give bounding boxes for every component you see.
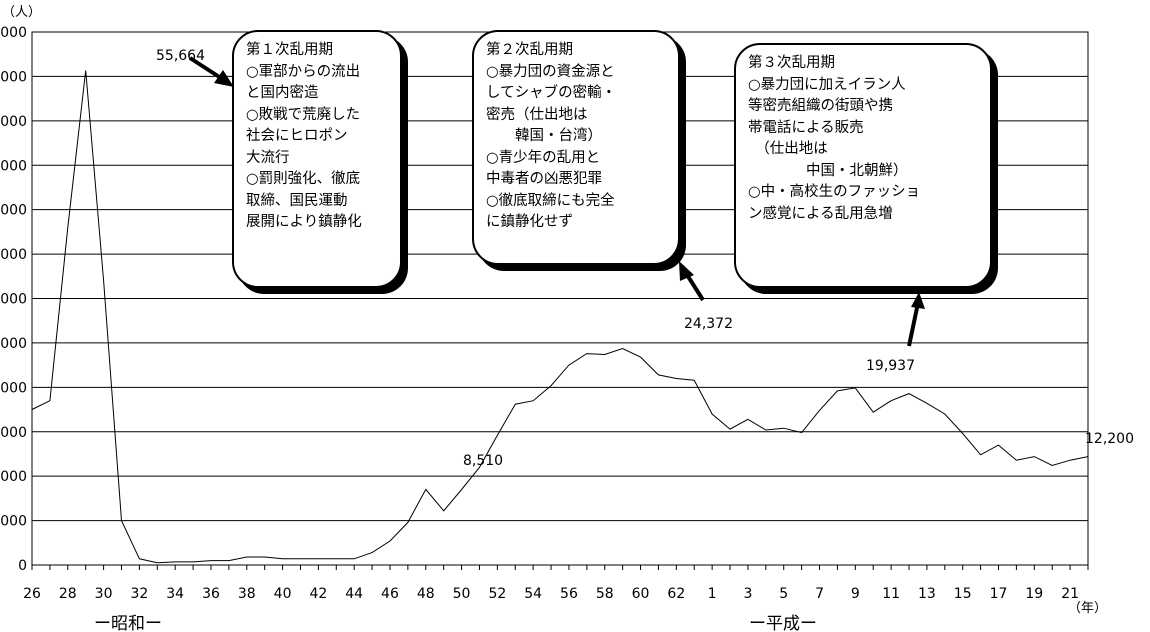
arrow-3 bbox=[907, 302, 920, 347]
y-tick-label: 50000 bbox=[0, 114, 27, 130]
x-tick-label: 11 bbox=[882, 586, 900, 602]
x-tick-label: 48 bbox=[417, 586, 435, 602]
x-tick-label: 28 bbox=[59, 586, 77, 602]
y-tick-label: 10000 bbox=[0, 469, 27, 485]
x-tick-label: 32 bbox=[130, 586, 148, 602]
x-tick-label: 5 bbox=[779, 586, 788, 602]
series-line bbox=[31, 70, 1089, 564]
period-2-box: 第２次乱用期 ○暴力団の資金源と してシャブの密輸・ 密売（仕出地は 韓国・台湾… bbox=[472, 30, 680, 265]
x-tick-label: 46 bbox=[381, 586, 399, 602]
period-1-line: 大流行 bbox=[246, 149, 290, 166]
data-label-low: 8,510 bbox=[463, 453, 503, 469]
x-tick-label: 36 bbox=[202, 586, 220, 602]
y-tick-label: 15000 bbox=[0, 425, 27, 441]
y-tick-label: 30000 bbox=[0, 292, 27, 308]
period-2-line: 第２次乱用期 bbox=[486, 42, 573, 58]
arrow-3-head bbox=[911, 292, 925, 309]
period-1-line: ○罰則強化、徹底 bbox=[246, 171, 361, 187]
y-tick-label: 20000 bbox=[0, 380, 27, 396]
period-2-line: 中毒者の凶悪犯罪 bbox=[486, 171, 602, 187]
period-1-line: 第１次乱用期 bbox=[246, 42, 333, 58]
arrow-1-head bbox=[214, 70, 234, 87]
y-tick-label: 0 bbox=[18, 558, 27, 574]
period-3-line: 中国・北朝鮮） bbox=[748, 162, 908, 179]
period-3-line: ○中・高校生のファッショ bbox=[748, 184, 921, 200]
y-tick-label: 5000 bbox=[0, 514, 27, 530]
era-label-heisei: ー平成ー bbox=[749, 614, 817, 632]
period-1-line: 取締、国民運動 bbox=[246, 192, 348, 209]
x-tick-label: 26 bbox=[23, 586, 41, 602]
data-label-peak-3: 19,937 bbox=[866, 358, 915, 374]
x-tick-label: 9 bbox=[851, 586, 860, 602]
period-2-line: に鎮静化せず bbox=[486, 214, 573, 230]
period-2-line: ○徹底取締にも完全 bbox=[486, 192, 615, 209]
x-tick-label: 50 bbox=[453, 586, 471, 602]
period-3-line: 帯電話による販売 bbox=[748, 119, 864, 136]
y-axis-label: （人） bbox=[2, 5, 41, 20]
y-tick-label: 25000 bbox=[0, 336, 27, 352]
period-3-line: ン感覚による乱用急増 bbox=[748, 205, 893, 222]
period-2-line: 韓国・台湾） bbox=[486, 128, 602, 144]
x-tick-label: 52 bbox=[488, 586, 506, 602]
arrow-2-head bbox=[679, 261, 694, 281]
y-tick-label: 40000 bbox=[0, 203, 27, 219]
period-2-line: 密売（仕出地は bbox=[486, 106, 588, 123]
period-2-line: してシャブの密輸・ bbox=[486, 85, 617, 101]
period-1-line: ○軍部からの流出 bbox=[246, 63, 361, 80]
x-tick-label: 38 bbox=[238, 586, 256, 602]
x-axis-label: （年） bbox=[1068, 601, 1107, 616]
era-label-showa: ー昭和ー bbox=[94, 614, 162, 632]
x-tick-label: 40 bbox=[274, 586, 292, 602]
period-1-box: 第１次乱用期 ○軍部からの流出 と国内密造 ○敗戦で荒廃した 社会にヒロポン 大… bbox=[232, 30, 402, 288]
period-2-line: ○青少年の乱用と bbox=[486, 149, 601, 166]
period-3-line: 等密売組織の街頭や携 bbox=[748, 98, 893, 114]
period-1-line: と国内密造 bbox=[246, 85, 319, 101]
x-tick-label: 54 bbox=[524, 586, 542, 602]
x-tick-label: 30 bbox=[95, 586, 113, 602]
x-tick-label: 21 bbox=[1061, 586, 1079, 602]
period-1-line: 社会にヒロポン bbox=[246, 128, 348, 144]
y-tick-label: 45000 bbox=[0, 158, 27, 174]
period-3-box: 第３次乱用期 ○暴力団に加えイラン人 等密売組織の街頭や携 帯電話による販売 （… bbox=[734, 43, 992, 288]
period-1-line: ○敗戦で荒廃した bbox=[246, 106, 361, 123]
y-tick-label: 55000 bbox=[0, 69, 27, 85]
x-tick-label: 7 bbox=[815, 586, 824, 602]
x-tick-label: 19 bbox=[1025, 586, 1043, 602]
arrows bbox=[188, 56, 925, 347]
x-tick-label: 34 bbox=[166, 586, 184, 602]
period-2-line: ○暴力団の資金源と bbox=[486, 63, 615, 80]
period-1-line: 展開により鎮静化 bbox=[246, 214, 362, 230]
x-tick-label: 56 bbox=[560, 586, 578, 602]
data-label-peak-2: 24,372 bbox=[684, 316, 733, 332]
period-3-line: 第３次乱用期 bbox=[748, 55, 835, 71]
y-tick-label: 35000 bbox=[0, 247, 27, 263]
period-3-line: ○暴力団に加えイラン人 bbox=[748, 76, 906, 93]
x-tick-label: 42 bbox=[309, 586, 327, 602]
x-tick-label: 17 bbox=[990, 586, 1008, 602]
y-tick-label: 60000 bbox=[0, 25, 27, 41]
data-label-last: 12,200 bbox=[1085, 431, 1134, 447]
arrow-1 bbox=[188, 56, 226, 82]
x-tick-label: 62 bbox=[667, 586, 685, 602]
x-axis-ticks: 26 28 30 32 34 36 38 40 42 44 46 48 50 52 54 56 58 60 62 1 3… bbox=[23, 565, 1089, 602]
y-axis-ticks: 0 5000 10000 15000 20000 25000 30000 35000 40000… bbox=[0, 25, 27, 574]
x-tick-label: 15 bbox=[954, 586, 972, 602]
x-tick-label: 1 bbox=[708, 586, 717, 602]
x-tick-label: 13 bbox=[918, 586, 936, 602]
x-tick-label: 58 bbox=[596, 586, 614, 602]
x-tick-label: 3 bbox=[743, 586, 752, 602]
x-tick-label: 44 bbox=[345, 586, 363, 602]
x-tick-label: 60 bbox=[632, 586, 650, 602]
period-3-line: （仕出地は bbox=[748, 141, 828, 157]
